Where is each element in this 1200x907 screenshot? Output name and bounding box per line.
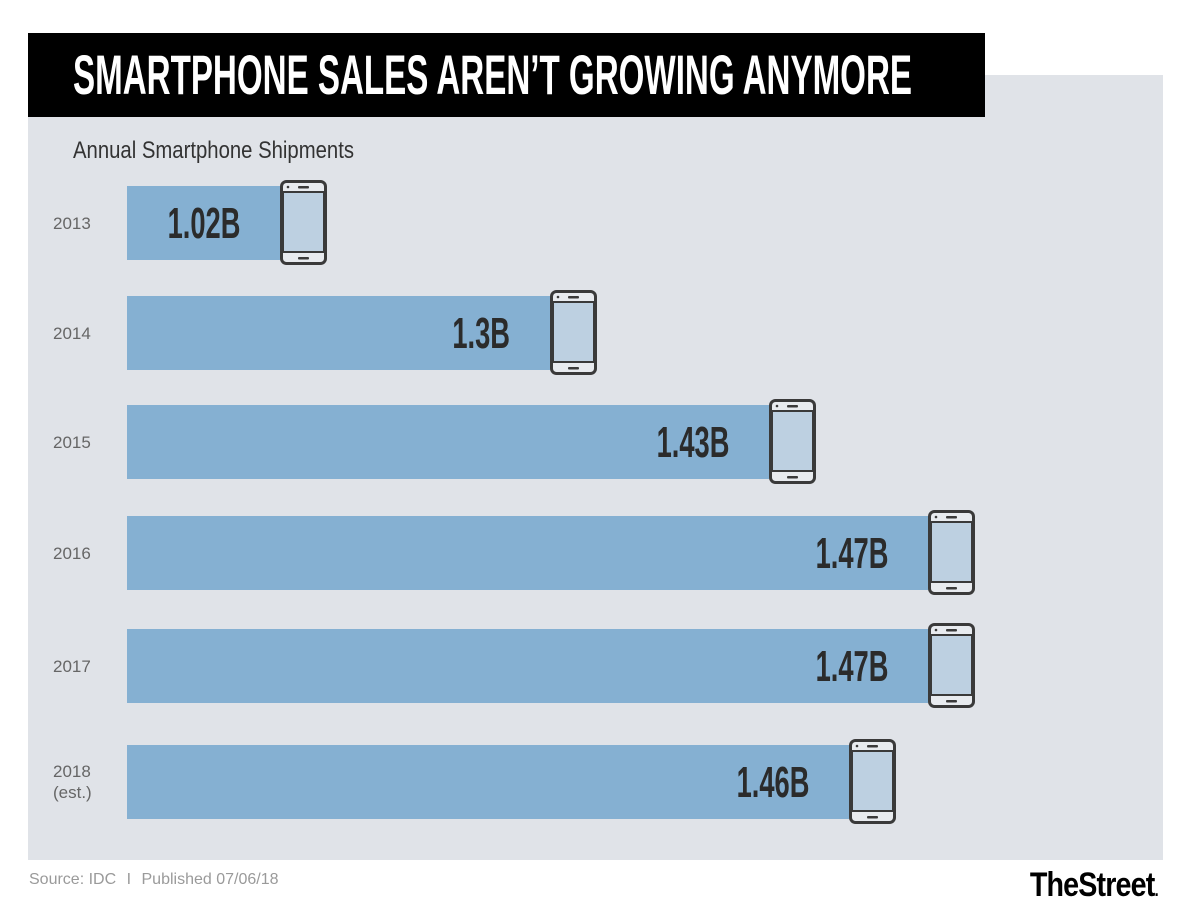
phone-speaker xyxy=(787,405,798,408)
data-label: 1.02B xyxy=(167,199,240,248)
source-footer: Source: IDC I Published 07/06/18 xyxy=(29,870,279,890)
phone-camera xyxy=(775,404,779,408)
phone-camera xyxy=(855,744,859,748)
phone-screen xyxy=(930,521,973,583)
category-label: 2017 xyxy=(53,656,113,677)
bar xyxy=(127,186,280,260)
chart-subtitle: Annual Smartphone Shipments xyxy=(73,137,354,164)
phone-home-button xyxy=(568,367,579,370)
category-label: 2015 xyxy=(53,432,113,453)
bar xyxy=(127,629,928,703)
category-note: (est.) xyxy=(53,783,92,802)
smartphone-icon xyxy=(550,290,597,375)
phone-home-button xyxy=(946,587,957,590)
phone-speaker xyxy=(867,745,878,748)
phone-speaker xyxy=(298,186,309,189)
phone-home-button xyxy=(946,700,957,703)
phone-camera xyxy=(556,295,560,299)
phone-screen xyxy=(930,634,973,696)
bar xyxy=(127,405,769,479)
category-year: 2014 xyxy=(53,323,91,343)
phone-camera xyxy=(286,185,290,189)
footer-separator: I xyxy=(126,871,132,888)
data-label: 1.3B xyxy=(452,309,510,358)
phone-home-button xyxy=(867,816,878,819)
title-banner xyxy=(28,33,985,117)
bar xyxy=(127,516,928,590)
category-label: 2014 xyxy=(53,323,113,344)
category-year: 2013 xyxy=(53,213,91,233)
phone-home-button xyxy=(298,257,309,260)
logo-dot: . xyxy=(1154,880,1159,900)
smartphone-icon xyxy=(849,739,896,824)
category-label: 2013 xyxy=(53,213,113,234)
data-label: 1.43B xyxy=(656,418,729,467)
chart-title: SMARTPHONE SALES AREN’T GROWING ANYMORE xyxy=(73,43,912,106)
phone-home-button xyxy=(787,476,798,479)
bar xyxy=(127,296,550,370)
phone-speaker xyxy=(568,296,579,299)
category-year: 2018 xyxy=(53,762,91,781)
data-label: 1.47B xyxy=(815,529,888,578)
smartphone-icon xyxy=(928,623,975,708)
phone-screen xyxy=(771,410,814,472)
phone-camera xyxy=(934,515,938,519)
bar xyxy=(127,745,849,819)
smartphone-icon xyxy=(928,510,975,595)
phone-speaker xyxy=(946,516,957,519)
source-text: Source: IDC xyxy=(29,871,117,888)
phone-screen xyxy=(552,301,595,363)
published-date: Published 07/06/18 xyxy=(141,871,279,888)
logo-text: TheStreet xyxy=(1030,866,1155,904)
phone-screen xyxy=(282,191,325,253)
category-label: 2016 xyxy=(53,543,113,564)
thestreet-logo: TheStreet. xyxy=(1030,866,1159,904)
smartphone-icon xyxy=(280,180,327,265)
category-year: 2017 xyxy=(53,656,91,676)
smartphone-icon xyxy=(769,399,816,484)
category-year: 2016 xyxy=(53,543,91,563)
category-label: 2018 (est.) xyxy=(53,761,113,803)
phone-screen xyxy=(851,750,894,812)
data-label: 1.46B xyxy=(736,758,809,807)
phone-speaker xyxy=(946,629,957,632)
data-label: 1.47B xyxy=(815,642,888,691)
category-year: 2015 xyxy=(53,432,91,452)
phone-camera xyxy=(934,628,938,632)
